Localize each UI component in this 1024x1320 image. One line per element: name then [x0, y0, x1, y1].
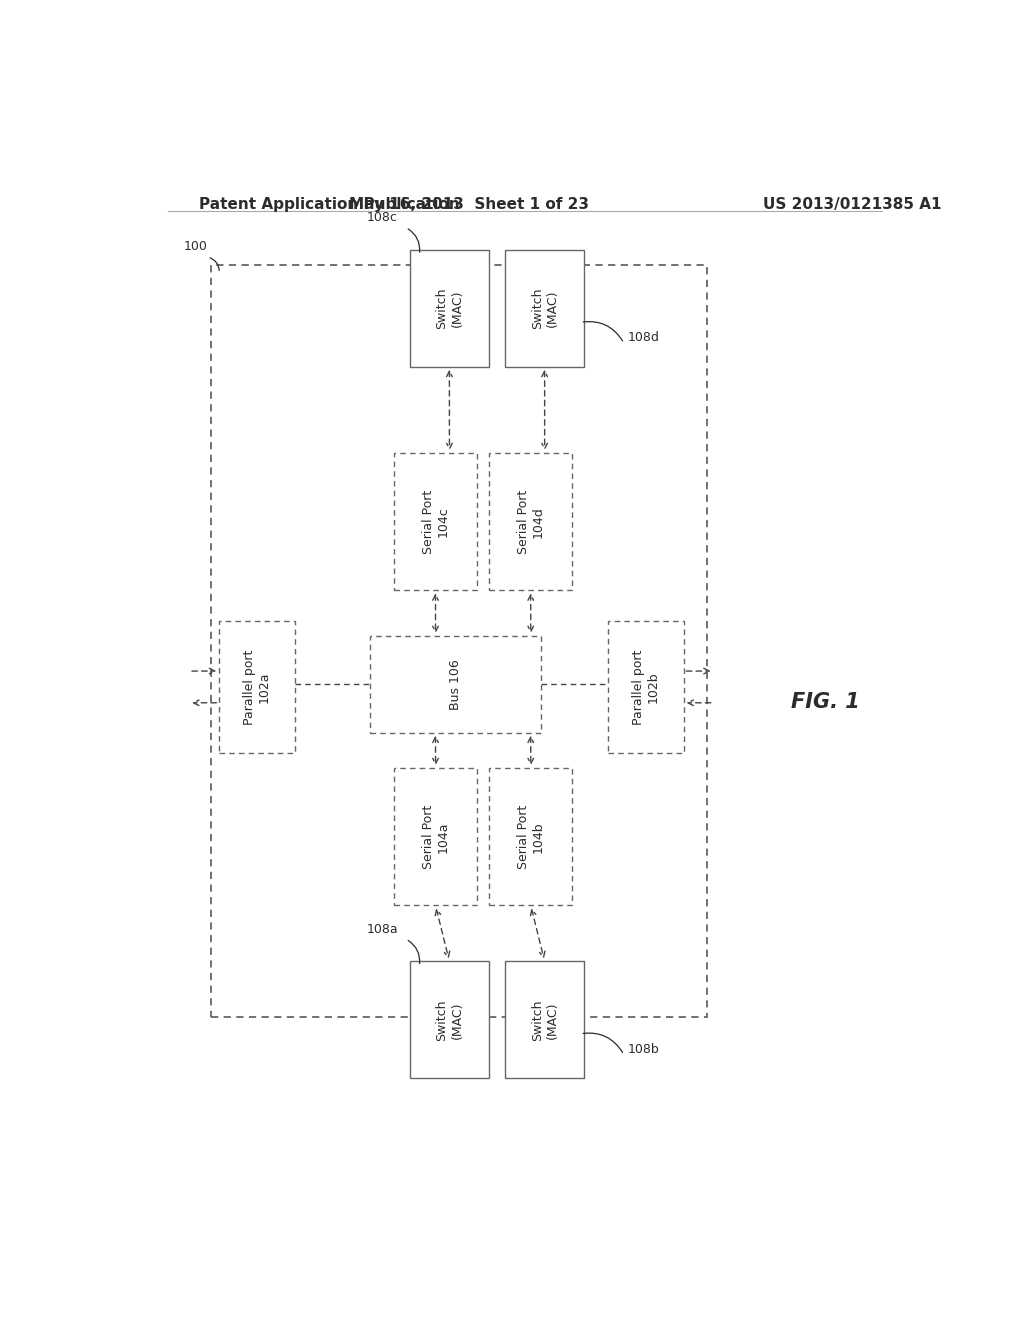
FancyBboxPatch shape	[370, 636, 541, 733]
FancyBboxPatch shape	[410, 961, 489, 1078]
FancyBboxPatch shape	[505, 961, 585, 1078]
Text: Serial Port
104c: Serial Port 104c	[422, 490, 450, 554]
Text: Switch
(MAC): Switch (MAC)	[530, 999, 559, 1040]
FancyBboxPatch shape	[489, 453, 572, 590]
FancyBboxPatch shape	[489, 768, 572, 906]
Text: FIG. 1: FIG. 1	[791, 692, 859, 713]
FancyBboxPatch shape	[608, 620, 684, 752]
Text: Serial Port
104a: Serial Port 104a	[422, 805, 450, 869]
Text: 108b: 108b	[628, 1043, 659, 1056]
Text: Switch
(MAC): Switch (MAC)	[530, 288, 559, 329]
Text: 108c: 108c	[367, 211, 397, 224]
FancyBboxPatch shape	[211, 265, 708, 1018]
FancyBboxPatch shape	[410, 249, 489, 367]
Text: Parallel port
102a: Parallel port 102a	[243, 649, 271, 725]
Text: US 2013/0121385 A1: US 2013/0121385 A1	[763, 197, 941, 213]
FancyBboxPatch shape	[394, 453, 477, 590]
Text: Patent Application Publication: Patent Application Publication	[200, 197, 460, 213]
FancyBboxPatch shape	[505, 249, 585, 367]
Text: May 16, 2013  Sheet 1 of 23: May 16, 2013 Sheet 1 of 23	[349, 197, 589, 213]
Text: Parallel port
102b: Parallel port 102b	[632, 649, 659, 725]
Text: 108d: 108d	[628, 331, 659, 345]
Text: Serial Port
104d: Serial Port 104d	[517, 490, 545, 554]
Text: Switch
(MAC): Switch (MAC)	[435, 288, 464, 329]
FancyBboxPatch shape	[394, 768, 477, 906]
Text: Bus 106: Bus 106	[449, 659, 462, 710]
FancyBboxPatch shape	[219, 620, 295, 752]
Text: Switch
(MAC): Switch (MAC)	[435, 999, 464, 1040]
Text: 100: 100	[183, 240, 207, 253]
Text: Serial Port
104b: Serial Port 104b	[517, 805, 545, 869]
Text: 108a: 108a	[367, 923, 397, 936]
